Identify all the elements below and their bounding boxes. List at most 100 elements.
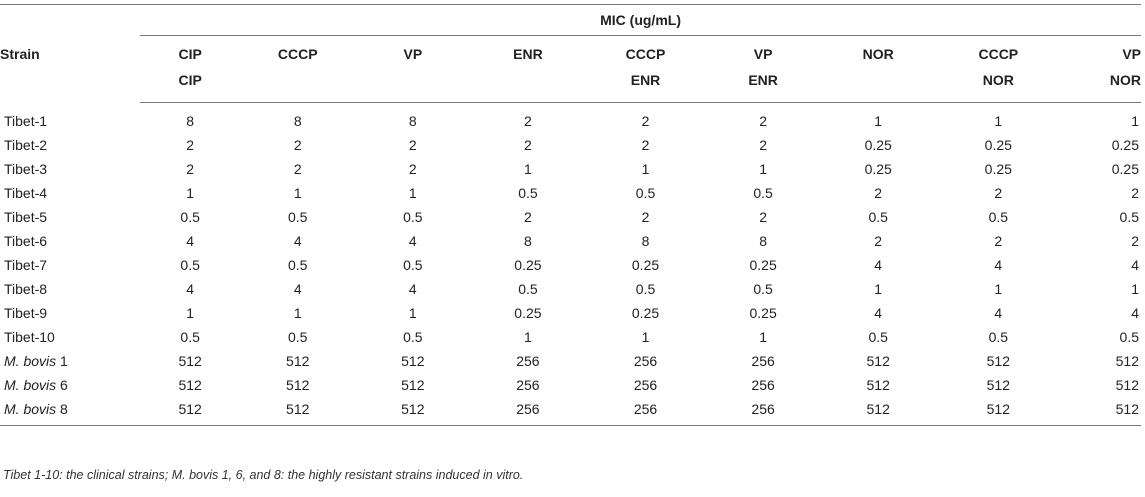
mic-value-cell: 1 [641, 329, 650, 345]
mic-value-cell: 0.25 [1111, 137, 1139, 153]
mic-value-cell: 4 [874, 257, 883, 273]
mic-value-cell: 4 [1131, 257, 1139, 273]
mic-value-cell: 2 [293, 137, 302, 153]
mic-value-cell: 0.25 [984, 161, 1012, 177]
strain-cell: Tibet-7 [4, 257, 48, 273]
table-row: Tibet-4 1 1 1 0.5 0.5 0.5 2 2 2 [0, 181, 1141, 205]
mic-value-cell: 512 [286, 377, 310, 393]
mic-value-cell: 0.5 [403, 209, 423, 225]
mic-value-cell: 2 [1131, 185, 1139, 201]
mic-value-cell: 4 [293, 233, 302, 249]
column-header-line1: CCCP [277, 46, 318, 62]
mic-value-cell: 1 [641, 161, 650, 177]
mic-table: Strain MIC (ug/mL) CIP CIP CCCP VP ENR CCCP EN… [0, 4, 1141, 426]
mic-value-cell: 4 [408, 233, 417, 249]
mic-value-cell: 0.5 [635, 281, 656, 297]
mic-value-cell: 2 [874, 185, 883, 201]
mic-value-cell: 512 [986, 353, 1010, 369]
mic-value-cell: 0.25 [514, 305, 542, 321]
mic-value-cell: 8 [759, 233, 767, 249]
mic-value-cell: 1 [408, 185, 417, 201]
mic-value-cell: 0.25 [514, 257, 542, 273]
mic-value-cell: 0.5 [288, 257, 308, 273]
species-name: M. bovis [4, 377, 57, 393]
column-header-line1: ENR [513, 46, 543, 62]
mic-value-cell: 0.25 [749, 305, 777, 321]
column-header: NOR [820, 35, 936, 103]
mic-value-cell: 512 [240, 397, 356, 426]
column-header-line2: ENR [630, 72, 661, 88]
species-name: M. bovis [4, 401, 57, 417]
strain-cell: Tibet-5 [4, 209, 48, 225]
mic-value-cell: 1 [994, 113, 1003, 129]
mic-value-cell: 0.5 [518, 281, 538, 297]
mic-value-cell: 512 [401, 377, 425, 393]
mic-value-cell: 8 [186, 113, 195, 129]
column-header-line2: NOR [1109, 72, 1141, 88]
strain-cell: Tibet-3 [4, 161, 48, 177]
mic-value-cell: 8 [408, 113, 417, 129]
mic-value-cell: 2 [759, 137, 767, 153]
column-header-line1: VP [403, 46, 423, 62]
strain-cell: Tibet-10 [4, 329, 55, 345]
strain-cell: M. bovis 6 [0, 373, 140, 397]
mic-value-cell: 256 [705, 397, 821, 426]
column-header: CCCP [240, 35, 356, 103]
mic-value-cell: 2 [994, 185, 1003, 201]
mic-value-cell: 512 [140, 397, 241, 426]
mic-value-cell: 8 [293, 113, 302, 129]
mic-value-cell: 2 [641, 137, 650, 153]
strain-cell: M. bovis 1 [0, 349, 140, 373]
mic-value-cell: 512 [178, 353, 202, 369]
column-header-line1: CCCP [625, 46, 666, 62]
mic-value-cell: 2 [524, 209, 532, 225]
mic-value-cell: 0.5 [753, 185, 773, 201]
mic-value-cell: 0.5 [180, 209, 200, 225]
table-row: Tibet-10 0.5 0.5 0.5 1 1 1 0.5 0.5 0.5 [0, 325, 1141, 349]
mic-value-cell: 2 [408, 137, 417, 153]
table-row: Tibet-7 0.5 0.5 0.5 0.25 0.25 0.25 4 4 4 [0, 253, 1141, 277]
mic-value-cell: 0.5 [1119, 209, 1139, 225]
mic-value-cell: 512 [1115, 353, 1139, 369]
column-header-line2: NOR [982, 72, 1014, 88]
mic-value-cell: 2 [641, 209, 650, 225]
mic-value-cell: 1 [408, 305, 417, 321]
mic-value-cell: 4 [994, 305, 1003, 321]
mic-value-cell: 1 [874, 113, 883, 129]
mic-value-cell: 512 [1115, 377, 1139, 393]
mic-value-cell: 0.25 [864, 161, 892, 177]
mic-value-cell: 4 [1131, 305, 1139, 321]
column-header: CIP CIP [140, 35, 241, 103]
mic-value-cell: 2 [408, 161, 417, 177]
mic-value-cell: 0.5 [988, 329, 1009, 345]
table-body: Tibet-1 8 8 8 2 2 2 1 1 1 Tibet-2 2 2 2 2 2 2 0.25 0.25 0.2… [0, 103, 1141, 426]
mic-value-cell: 1 [186, 305, 195, 321]
mic-value-cell: 0.25 [749, 257, 777, 273]
table-row: Tibet-9 1 1 1 0.25 0.25 0.25 4 4 4 [0, 301, 1141, 325]
column-header-line1: CIP [178, 46, 202, 62]
mic-value-cell: 8 [524, 233, 532, 249]
column-header: CCCP NOR [935, 35, 1061, 103]
mic-value-cell: 1 [874, 281, 883, 297]
strain-number: 6 [56, 377, 68, 393]
mic-group-header: MIC (ug/mL) [140, 4, 1141, 36]
mic-value-cell: 512 [820, 397, 936, 426]
mic-value-cell: 0.5 [868, 209, 888, 225]
mic-value-cell: 2 [994, 233, 1003, 249]
mic-value-cell: 256 [751, 377, 775, 393]
mic-value-cell: 0.5 [180, 329, 200, 345]
mic-value-cell: 2 [759, 113, 767, 129]
mic-value-cell: 0.5 [403, 329, 423, 345]
mic-value-cell: 0.5 [518, 185, 538, 201]
strain-header: Strain [0, 4, 141, 103]
strain-cell: Tibet-2 [4, 137, 48, 153]
mic-value-cell: 512 [866, 353, 890, 369]
column-header-line1: NOR [862, 46, 894, 62]
mic-value-cell: 512 [401, 353, 425, 369]
strain-cell: M. bovis 8 [0, 397, 141, 426]
mic-value-cell: 1 [524, 161, 532, 177]
column-header-line1: VP [1122, 46, 1141, 62]
mic-value-cell: 4 [293, 281, 302, 297]
mic-value-cell: 0.5 [753, 281, 773, 297]
strain-number: 1 [56, 353, 68, 369]
